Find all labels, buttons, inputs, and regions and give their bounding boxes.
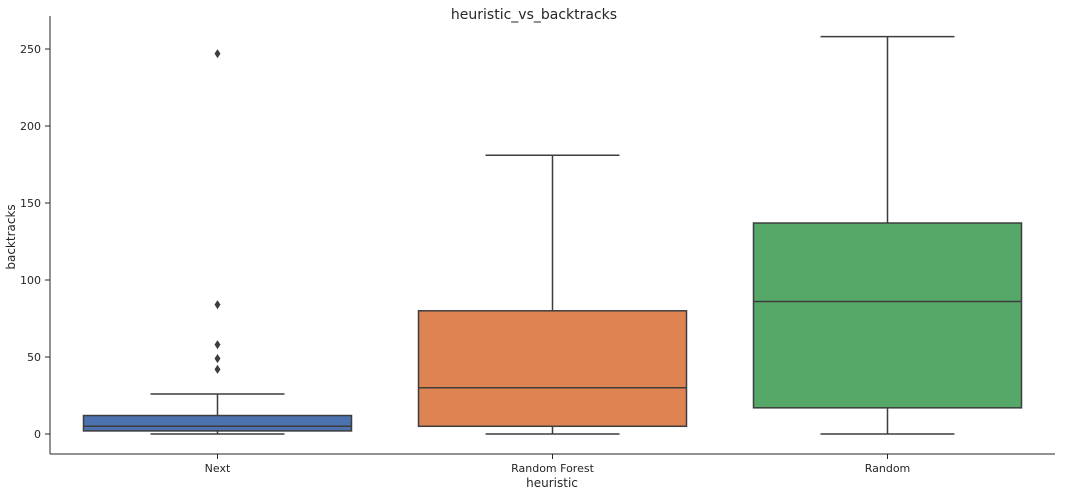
y-axis-label: backtracks	[4, 204, 18, 269]
box-group-random	[752, 35, 1023, 435]
y-tick-label-50: 50	[27, 351, 41, 364]
x-tick-label-next: Next	[205, 462, 231, 475]
box-next	[82, 414, 353, 432]
outlier-next-2	[214, 340, 221, 350]
plot-area	[82, 35, 1023, 435]
outlier-next-1	[214, 353, 221, 364]
y-tick-label-100: 100	[20, 274, 41, 287]
axes: 0 50 100 150 200 250 Next Random Forest Random	[20, 16, 1055, 475]
box-random-forest	[417, 310, 688, 428]
chart-title: heuristic_vs_backtracks	[451, 7, 617, 23]
x-tick-label-random-forest: Random Forest	[511, 462, 594, 475]
y-tick-label-250: 250	[20, 43, 41, 56]
box-group-next	[82, 49, 353, 435]
box-group-random-forest	[417, 154, 688, 435]
box-random	[752, 222, 1023, 409]
x-tick-label-random: Random	[865, 462, 911, 475]
outlier-next-3	[214, 300, 221, 310]
y-tick-label-200: 200	[20, 120, 41, 133]
x-axis-label: heuristic	[526, 476, 578, 490]
y-tick-label-150: 150	[20, 197, 41, 210]
outlier-next-4	[214, 49, 221, 59]
y-tick-label-0: 0	[34, 428, 41, 441]
outlier-next-0	[214, 364, 221, 374]
